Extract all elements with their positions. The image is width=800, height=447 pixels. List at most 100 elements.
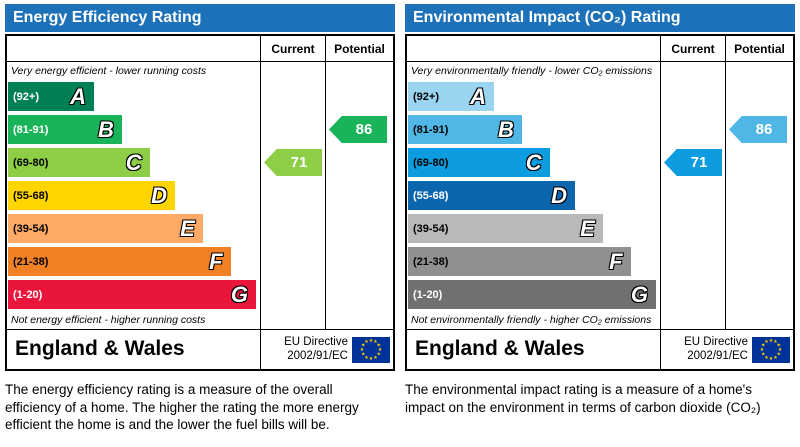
- svg-text:★: ★: [377, 351, 382, 357]
- band-row: (92+) A: [7, 80, 260, 113]
- band-bar-f: (21-38) F: [8, 247, 231, 276]
- band-letter: D: [151, 182, 167, 208]
- band-letter: B: [97, 116, 114, 142]
- eu-directive-text: EU Directive 2002/91/EC: [284, 336, 348, 362]
- current-column-header: Current: [660, 36, 725, 61]
- band-bar-b: (81-91) B: [408, 115, 522, 144]
- rating-chart: Current Potential Very energy efficient …: [5, 34, 395, 371]
- band-letter: B: [497, 116, 514, 142]
- potential-rating-arrow: 86: [729, 116, 787, 143]
- svg-text:★: ★: [364, 339, 369, 345]
- band-row: (55-68) D: [407, 179, 660, 212]
- bottom-caption: Not energy efficient - higher running co…: [11, 314, 206, 326]
- band-bar-c: (69-80) C: [408, 148, 550, 177]
- band-letter: F: [209, 248, 223, 274]
- band-letter: D: [551, 182, 567, 208]
- band-row: (69-80) C: [7, 146, 260, 179]
- current-rating-column: 71: [260, 62, 325, 329]
- band-bar-a: (92+) A: [8, 82, 95, 111]
- band-range-label: (39-54): [13, 222, 49, 235]
- svg-text:★: ★: [373, 339, 378, 345]
- current-rating-column: 71: [660, 62, 725, 329]
- svg-text:★: ★: [769, 356, 774, 362]
- band-bar-c: (69-80) C: [8, 148, 150, 177]
- panel-title: Environmental Impact (CO₂) Rating: [413, 9, 681, 26]
- band-row: (21-38) F: [7, 245, 260, 278]
- band-bar-d: (55-68) D: [8, 181, 175, 210]
- current-column-header: Current: [260, 36, 325, 61]
- band-letter: E: [180, 215, 195, 241]
- current-rating-value: 71: [290, 154, 308, 171]
- panel-title-bar: Energy Efficiency Rating: [5, 4, 395, 32]
- eu-directive-line1: EU Directive: [684, 336, 748, 349]
- svg-text:★: ★: [777, 351, 782, 357]
- band-range-label: (21-38): [13, 255, 49, 268]
- header-spacer: [407, 36, 660, 61]
- chart-description: The energy efficiency rating is a measur…: [5, 382, 359, 433]
- band-row: (55-68) D: [7, 179, 260, 212]
- top-caption: Very environmentally friendly - lower CO…: [411, 65, 653, 77]
- band-bar-g: (1-20) G: [408, 280, 656, 309]
- band-row: (39-54) E: [7, 212, 260, 245]
- band-row: (69-80) C: [407, 146, 660, 179]
- eu-directive-text: EU Directive 2002/91/EC: [684, 336, 748, 362]
- band-letter: C: [125, 149, 142, 175]
- svg-text:★: ★: [760, 347, 765, 353]
- band-range-label: (92+): [13, 90, 39, 103]
- panel-title: Energy Efficiency Rating: [13, 9, 202, 26]
- current-rating-arrow: 71: [264, 149, 322, 176]
- eu-flag-icon: ★ ★★ ★★★ ★★★ ★★★: [752, 336, 790, 363]
- bands-area: Very energy efficient - lower running co…: [7, 62, 260, 329]
- band-row: (92+) A: [407, 80, 660, 113]
- svg-text:★: ★: [761, 342, 766, 348]
- band-range-label: (21-38): [413, 255, 449, 268]
- epc-charts-page: Energy Efficiency Rating Current Potenti…: [5, 4, 795, 434]
- band-letter: C: [525, 149, 542, 175]
- top-caption: Very energy efficient - lower running co…: [11, 65, 207, 77]
- band-bar-a: (92+) A: [408, 82, 495, 111]
- svg-text:★: ★: [361, 351, 366, 357]
- band-row: (1-20) G: [7, 278, 260, 311]
- region-label: England & Wales: [415, 337, 585, 360]
- environmental-impact-panel: Environmental Impact (CO₂) Rating Curren…: [405, 4, 795, 434]
- svg-text:★: ★: [373, 354, 378, 360]
- chart-header: Current Potential: [407, 36, 793, 62]
- band-letter: G: [230, 281, 248, 307]
- band-bar-g: (1-20) G: [8, 280, 256, 309]
- svg-text:★: ★: [369, 356, 374, 362]
- rating-bands: (92+) A (81-91) B (69-80) C (55-68) D (39-54) E (2…: [407, 80, 660, 311]
- svg-text:★: ★: [360, 347, 365, 353]
- band-range-label: (81-91): [13, 123, 49, 136]
- svg-text:★: ★: [778, 347, 783, 353]
- band-bar-e: (39-54) E: [8, 214, 203, 243]
- svg-text:★: ★: [364, 354, 369, 360]
- panel-title-bar: Environmental Impact (CO₂) Rating: [405, 4, 795, 32]
- band-letter: F: [609, 248, 623, 274]
- band-row: (21-38) F: [407, 245, 660, 278]
- potential-rating-value: 86: [355, 121, 373, 138]
- energy-efficiency-panel: Energy Efficiency Rating Current Potenti…: [5, 4, 395, 434]
- current-rating-value: 71: [690, 154, 708, 171]
- eu-directive-line2: 2002/91/EC: [687, 349, 748, 362]
- svg-text:★: ★: [764, 354, 769, 360]
- eu-directive-line2: 2002/91/EC: [287, 349, 348, 362]
- svg-text:★: ★: [764, 339, 769, 345]
- band-letter: E: [580, 215, 595, 241]
- eu-directive-box: EU Directive 2002/91/EC ★ ★ ★ ★ ★ ★ ★ ★ ★ ★ ★ ★: [660, 330, 793, 369]
- band-range-label: (55-68): [413, 189, 449, 202]
- band-letter: G: [630, 281, 648, 307]
- region-label: England & Wales: [15, 337, 185, 360]
- band-row: (1-20) G: [407, 278, 660, 311]
- band-range-label: (81-91): [413, 123, 449, 136]
- chart-footer: England & Wales EU Directive 2002/91/EC …: [407, 329, 793, 369]
- band-range-label: (69-80): [413, 156, 449, 169]
- rating-chart: Current Potential Very environmentally f…: [405, 34, 795, 371]
- chart-body: Very energy efficient - lower running co…: [7, 62, 393, 329]
- header-spacer: [7, 36, 260, 61]
- svg-text:★: ★: [769, 338, 774, 344]
- band-bar-d: (55-68) D: [408, 181, 575, 210]
- potential-column-header: Potential: [725, 36, 793, 61]
- band-bar-e: (39-54) E: [408, 214, 603, 243]
- band-range-label: (69-80): [13, 156, 49, 169]
- band-letter: A: [470, 83, 487, 109]
